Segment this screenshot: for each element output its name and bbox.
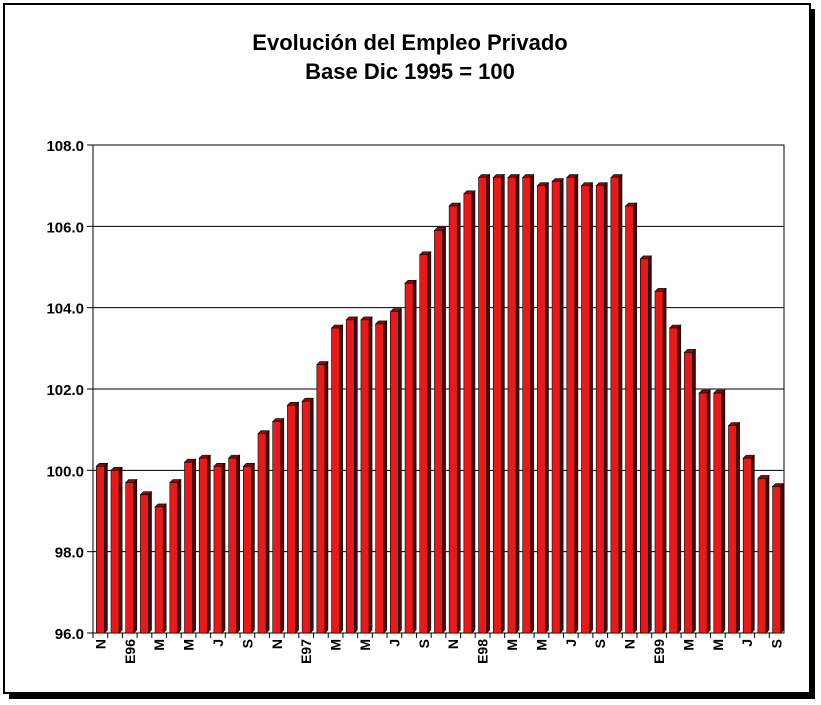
x-tick-label: N (92, 639, 108, 649)
bar (242, 462, 256, 634)
x-tick-label: M (181, 639, 197, 651)
bar (771, 482, 785, 634)
bar (257, 430, 270, 634)
y-tick-label: 106.0 (46, 219, 84, 236)
bar (463, 190, 476, 634)
y-tick-label: 96.0 (55, 626, 84, 643)
x-tick-label: M (328, 639, 344, 651)
bar (566, 173, 579, 634)
bar (169, 478, 182, 634)
bars (95, 173, 785, 634)
bar (742, 454, 756, 634)
y-tick-label: 100.0 (46, 463, 84, 480)
bar (345, 316, 359, 634)
x-tick-label: S (592, 639, 608, 648)
bar (580, 181, 594, 634)
bar (536, 181, 550, 634)
x-tick-label: J (386, 639, 402, 647)
bar (713, 389, 726, 634)
plot-area: 96.0 98.0 100.0 102.0 104.0 106.0 108.0 N E96 M M… (46, 138, 784, 664)
x-tick-label: M (710, 639, 726, 651)
x-tick-label: N (445, 639, 461, 649)
bar (683, 348, 697, 634)
chart-title: Evolución del Empleo Privado (252, 30, 567, 55)
bar (757, 474, 770, 634)
bar (507, 173, 520, 634)
bar (154, 503, 167, 634)
x-tick-label: E97 (298, 639, 314, 664)
x-tick-label: N (622, 639, 638, 649)
y-tick-label: 108.0 (46, 138, 84, 155)
bar (198, 454, 212, 634)
bar (698, 389, 711, 634)
y-tick-label: 102.0 (46, 382, 84, 399)
x-tick-label: M (504, 639, 520, 651)
bar (433, 226, 447, 634)
bar (477, 173, 491, 634)
bar (448, 202, 461, 634)
bar (595, 181, 608, 634)
bar (139, 491, 153, 634)
x-tick-label: S (239, 639, 255, 648)
x-tick-label: J (210, 639, 226, 647)
bar (374, 320, 388, 634)
bar (286, 401, 300, 634)
bar (213, 462, 226, 634)
bar (419, 251, 432, 634)
chart-subtitle: Base Dic 1995 = 100 (305, 59, 515, 84)
bar (551, 177, 564, 634)
bar (404, 279, 417, 634)
bar (624, 202, 638, 634)
x-tick-label: M (680, 639, 696, 651)
bar (227, 454, 241, 634)
x-tick-label: J (563, 639, 579, 647)
x-tick-label: E98 (475, 639, 491, 664)
x-tick-label: N (269, 639, 285, 649)
bar (639, 255, 653, 634)
bar (95, 462, 109, 634)
bar (301, 397, 314, 634)
x-tick-label: S (416, 639, 432, 648)
x-tick-label: S (769, 639, 785, 648)
bar (316, 360, 329, 634)
bar (492, 173, 506, 634)
x-tick-label: M (151, 639, 167, 651)
bar (654, 287, 667, 634)
y-tick-label: 98.0 (55, 545, 84, 562)
bar (668, 324, 682, 634)
bar (272, 417, 285, 634)
bar (183, 458, 197, 634)
y-axis: 96.0 98.0 100.0 102.0 104.0 106.0 108.0 (46, 138, 93, 643)
bar (727, 421, 741, 634)
x-tick-label: M (357, 639, 373, 651)
bar (110, 466, 123, 634)
x-tick-label: E99 (651, 639, 667, 664)
bar (360, 316, 373, 634)
x-tick-label: J (739, 639, 755, 647)
bar (521, 173, 535, 634)
x-tick-label: E96 (122, 639, 138, 664)
x-tick-label: M (533, 639, 549, 651)
bar (124, 478, 138, 634)
bar (389, 308, 403, 634)
x-axis: N E96 M M J S N E97 M M J S N E98 M M J S N E99 M M J S (92, 633, 785, 664)
y-tick-label: 104.0 (46, 301, 84, 318)
bar (330, 324, 344, 634)
bar (610, 173, 623, 634)
